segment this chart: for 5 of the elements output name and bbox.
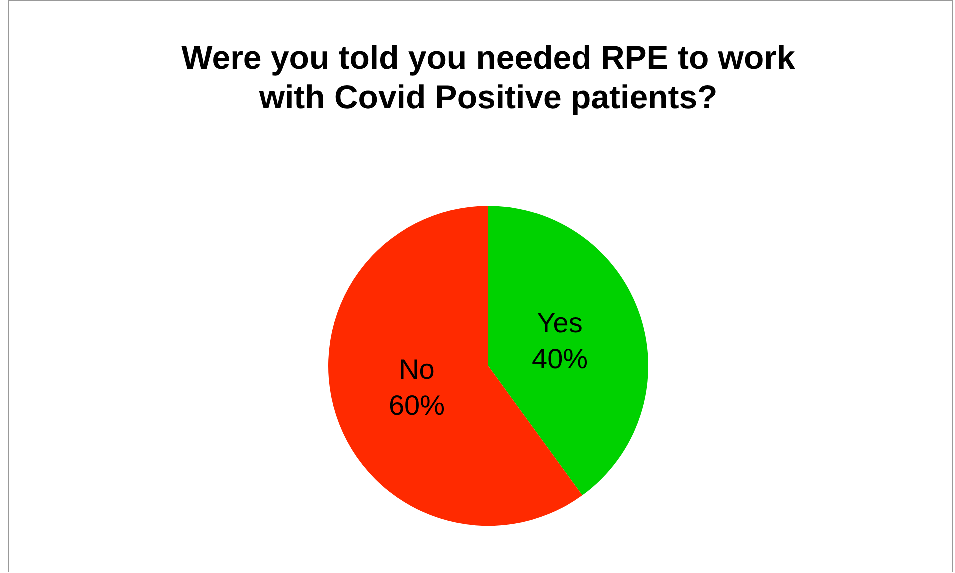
slice-label: No bbox=[399, 354, 435, 386]
slice-label: Yes bbox=[537, 308, 583, 339]
chart-title: Were you told you needed RPE to work with Covid Positive patients? bbox=[182, 38, 796, 116]
data-label: 60% bbox=[388, 390, 446, 422]
data-label: 40% bbox=[532, 344, 588, 375]
